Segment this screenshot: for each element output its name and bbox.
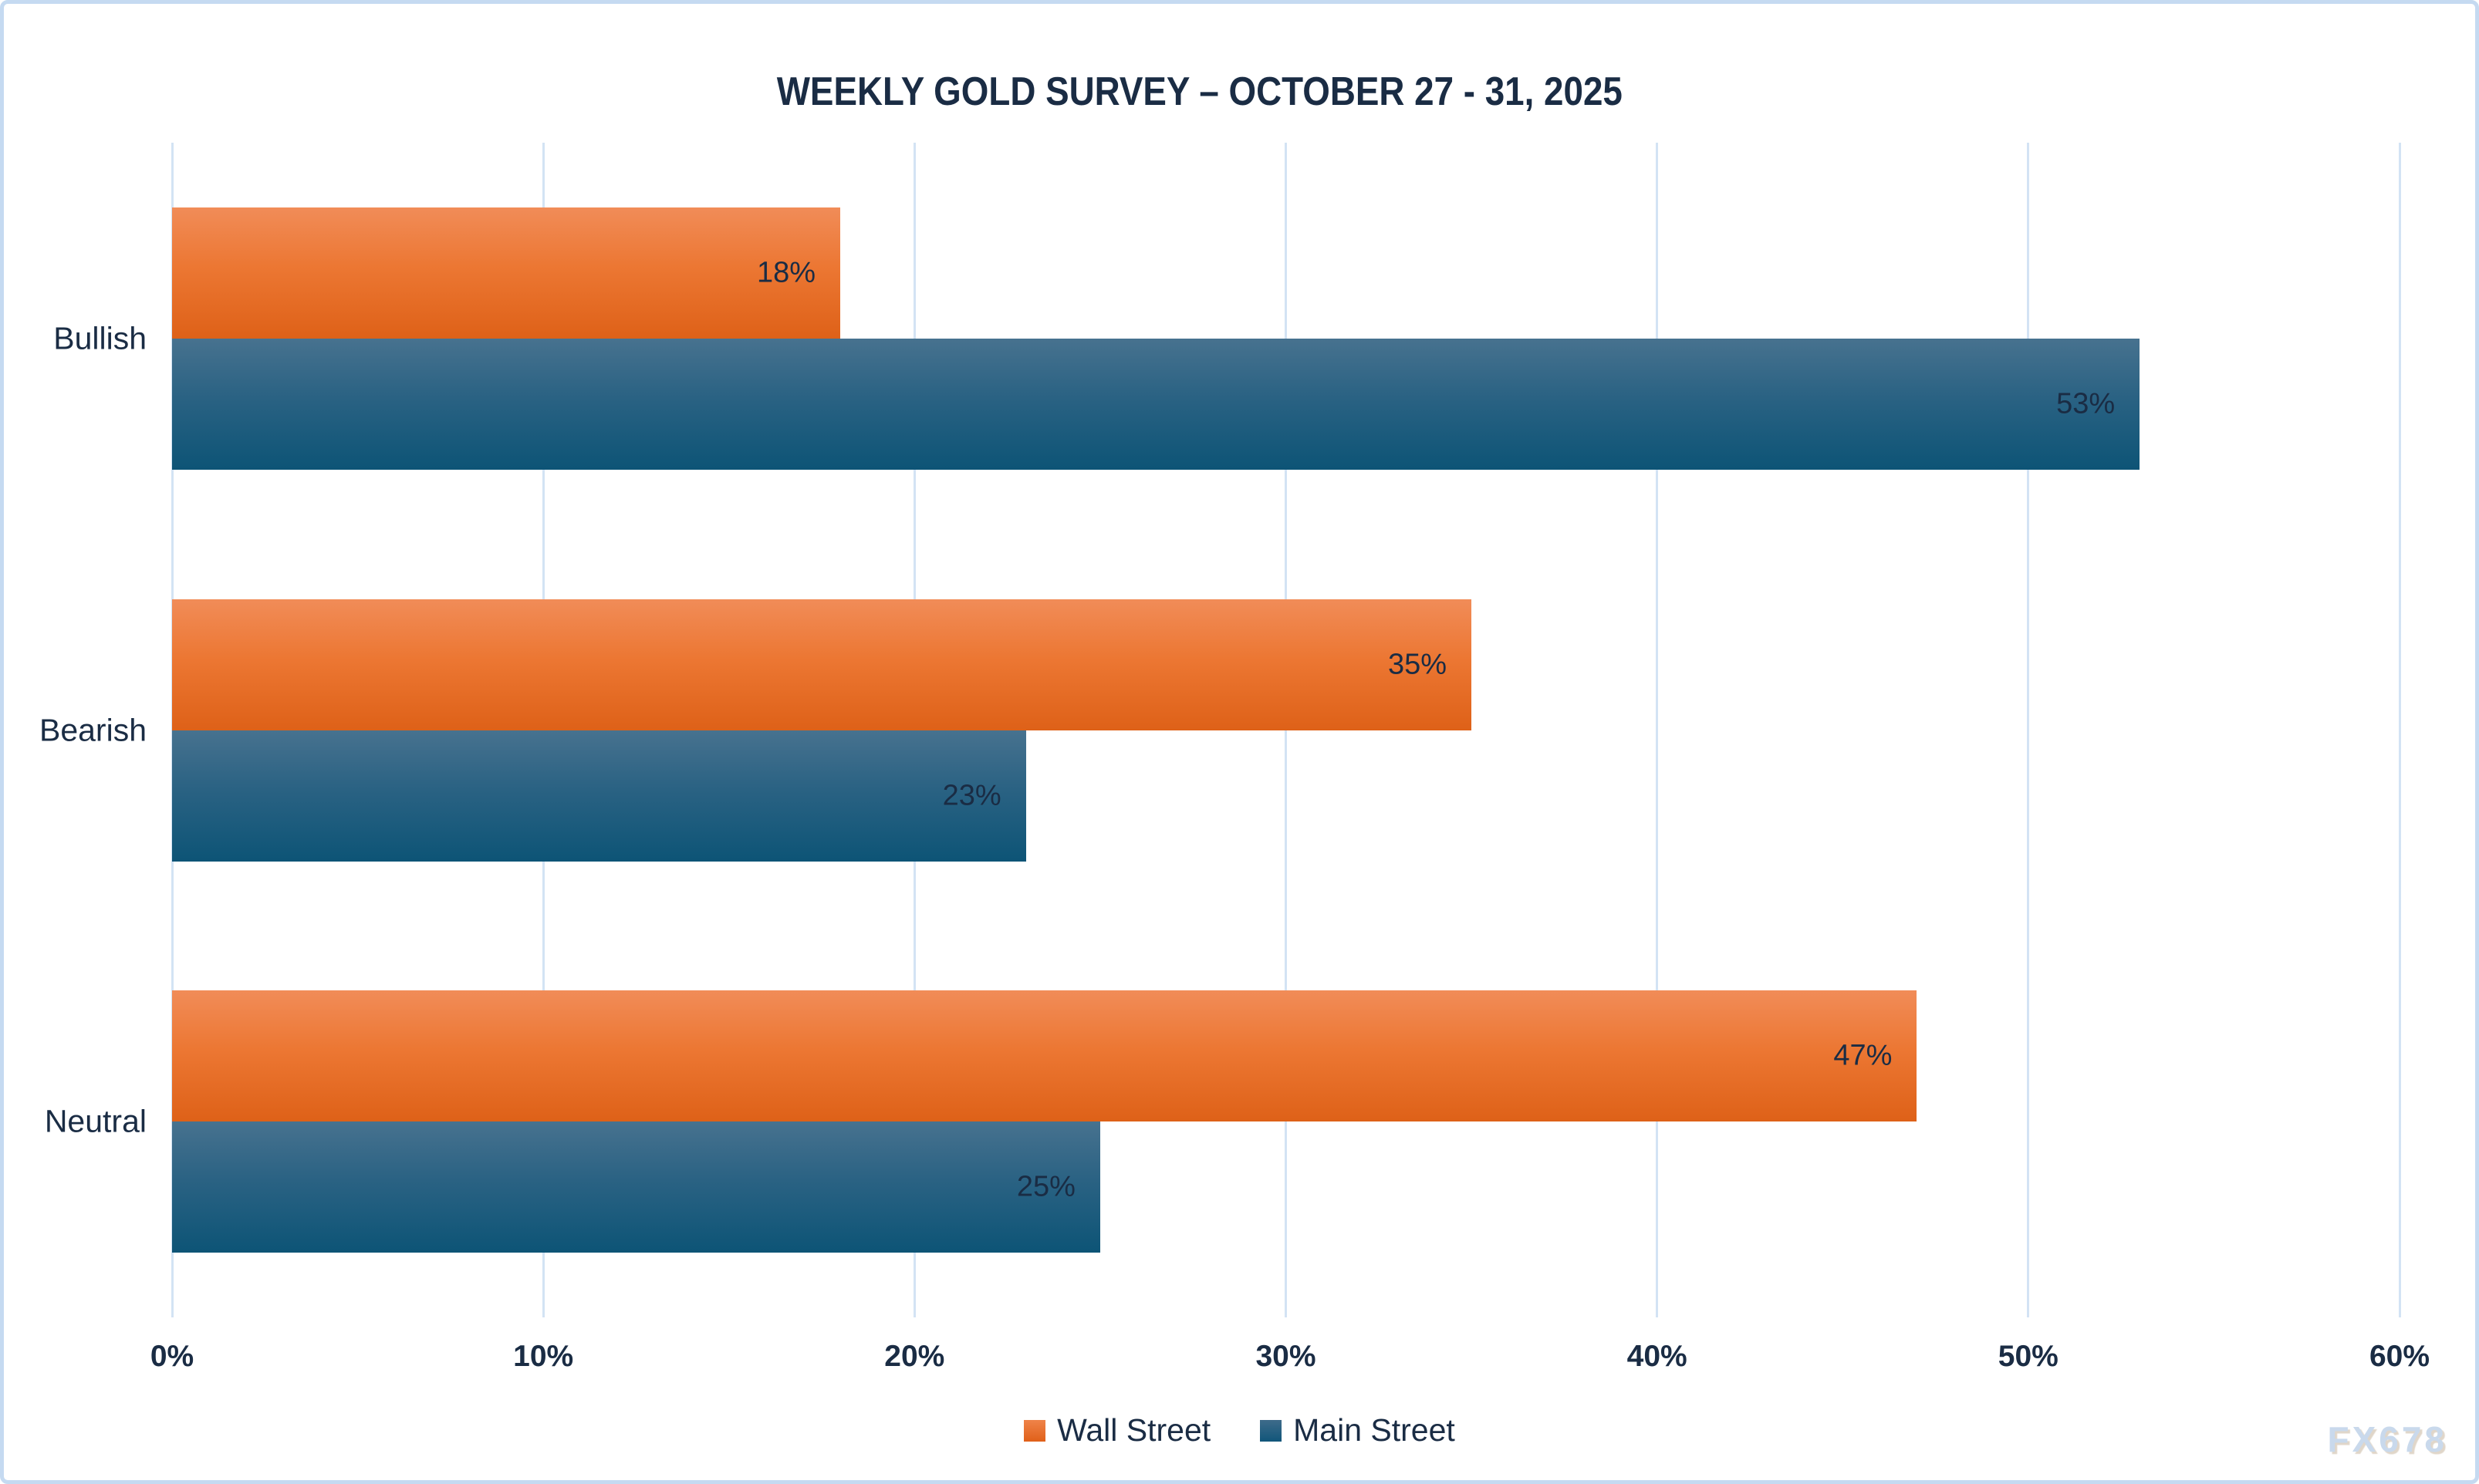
legend-item-main-street: Main Street <box>1260 1412 1455 1449</box>
plot-area: 18% 53% 35% 23% 47% 25% <box>171 143 2401 1317</box>
x-tick-label: 40% <box>1626 1340 1687 1373</box>
bar-bullish-wall-street: 18% <box>172 207 841 339</box>
x-tick-label: 50% <box>1998 1340 2059 1373</box>
chart-title-text: WEEKLY GOLD SURVEY – OCTOBER 27 - 31, 20… <box>776 69 1623 114</box>
bar-value-label: 23% <box>942 779 1001 811</box>
gridline-50% <box>2027 143 2030 1317</box>
x-tick-label: 20% <box>884 1340 945 1373</box>
x-tick-label: 10% <box>513 1340 574 1373</box>
category-label-bearish: Bearish <box>39 712 147 747</box>
bar-value-label: 47% <box>1833 1039 1893 1072</box>
bar-bearish-main-street: 23% <box>172 730 1026 862</box>
legend-swatch-icon <box>1260 1419 1282 1442</box>
bar-bullish-main-street: 53% <box>172 338 2140 470</box>
legend-swatch-icon <box>1024 1419 1046 1442</box>
category-label-bullish: Bullish <box>53 320 147 356</box>
bar-neutral-wall-street: 47% <box>172 990 1917 1122</box>
gridline-30% <box>1285 143 1287 1317</box>
legend-label: Main Street <box>1293 1412 1455 1448</box>
bar-value-label: 53% <box>2056 387 2116 420</box>
legend: Wall Street Main Street <box>4 1412 2475 1449</box>
bar-bearish-wall-street: 35% <box>172 599 1472 730</box>
bar-value-label: 18% <box>757 256 816 289</box>
x-tick-label: 30% <box>1255 1340 1316 1373</box>
bar-neutral-main-street: 25% <box>172 1121 1100 1253</box>
gridline-60% <box>2398 143 2401 1317</box>
chart-title: WEEKLY GOLD SURVEY – OCTOBER 27 - 31, 20… <box>4 69 2396 115</box>
bar-value-label: 35% <box>1388 648 1447 680</box>
category-label-neutral: Neutral <box>44 1103 147 1139</box>
x-tick-label: 60% <box>2369 1340 2430 1373</box>
gridline-40% <box>1656 143 1659 1317</box>
bar-value-label: 25% <box>1016 1170 1076 1203</box>
legend-item-wall-street: Wall Street <box>1024 1412 1211 1449</box>
x-tick-label: 0% <box>150 1340 194 1373</box>
legend-label: Wall Street <box>1057 1412 1211 1448</box>
watermark: FX678 <box>2327 1419 2447 1459</box>
